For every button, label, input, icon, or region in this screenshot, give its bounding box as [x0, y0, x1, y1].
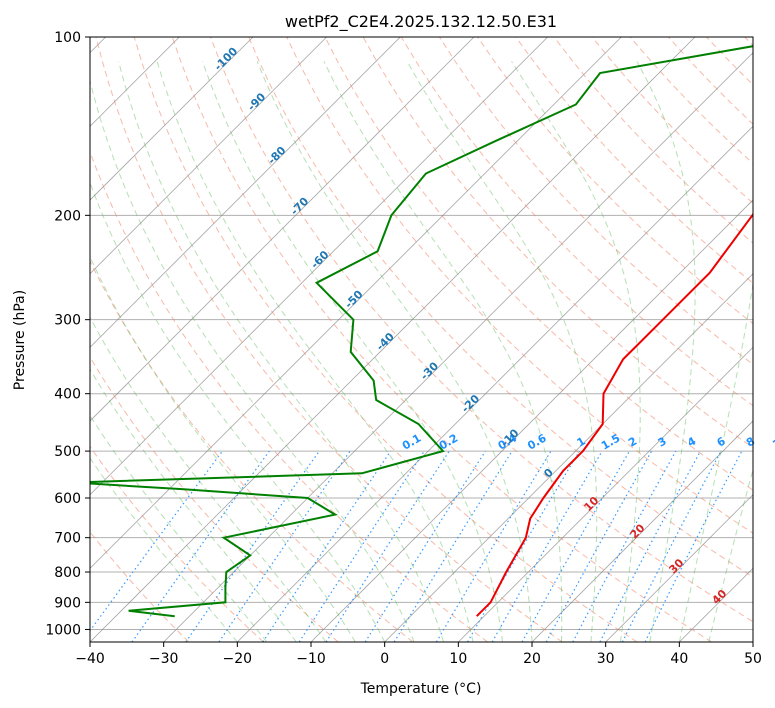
dry-adiabat	[90, 259, 414, 642]
dry-adiabat	[515, 37, 753, 284]
background-lines	[90, 37, 753, 642]
y-axis-ticks: 100 200 300 400 500 600 700 800 900 1000	[45, 30, 90, 638]
mixing-ratio-line	[218, 450, 351, 642]
mixing-ratio-line	[435, 450, 552, 642]
y-tick-label: 1000	[45, 622, 81, 638]
isotherm-line	[458, 346, 753, 642]
plot-frame	[89, 36, 754, 643]
x-tick-label: 40	[670, 651, 688, 667]
x-tick-label: 50	[744, 651, 762, 667]
isotherm-line	[90, 37, 327, 275]
dry-adiabat	[210, 37, 753, 623]
dry-adiabat	[171, 37, 712, 642]
x-tick-label: −10	[296, 651, 326, 667]
mixing-ratio-line	[262, 450, 392, 642]
moist-adiabat	[90, 414, 268, 642]
moist-adiabat	[118, 61, 445, 642]
moist-adiabat	[90, 457, 238, 642]
mixing-ratio-line	[325, 450, 450, 642]
x-tick-label: −30	[149, 651, 179, 667]
y-tick-label: 400	[54, 387, 81, 403]
y-tick-label: 700	[54, 531, 81, 547]
moist-adiabat	[90, 78, 415, 642]
isotherm-line	[237, 125, 753, 642]
moist-adiabat	[90, 368, 297, 642]
profiles	[90, 45, 753, 618]
y-tick-label: 600	[54, 491, 81, 507]
moist-adiabat	[708, 467, 753, 642]
x-axis-label: Temperature (°C)	[360, 681, 482, 697]
x-tick-label: 30	[597, 651, 615, 667]
mixing-ratio-line	[185, 450, 320, 642]
moist-adiabat	[90, 316, 327, 642]
x-tick-label: 10	[449, 651, 467, 667]
isotherm-line	[531, 420, 753, 642]
isotherm-line	[90, 37, 548, 496]
dry-adiabat	[95, 37, 563, 642]
isotherm-line	[90, 37, 254, 201]
y-tick-label: 100	[54, 30, 81, 46]
temperature-profile	[475, 212, 753, 617]
x-tick-label: 20	[523, 651, 541, 667]
y-tick-label: 900	[54, 595, 81, 611]
dry-adiabat	[286, 37, 753, 534]
dry-adiabat	[133, 37, 638, 642]
dry-adiabat	[324, 37, 753, 491]
mixing-ratio-line	[599, 450, 702, 642]
mixing-ratio-line	[393, 450, 513, 642]
dry-adiabat	[90, 445, 264, 642]
mixing-ratio-line	[466, 450, 580, 642]
isotherm-line	[90, 37, 696, 642]
moist-adiabat	[636, 61, 696, 642]
mixing-ratio-line	[572, 450, 677, 642]
mixing-ratio-label: 10	[770, 432, 775, 451]
moist-adiabat	[256, 61, 533, 642]
x-tick-label: 0	[380, 651, 389, 667]
isotherm-line	[605, 494, 753, 642]
moist-adiabat	[156, 61, 474, 642]
moist-adiabat	[90, 255, 356, 642]
x-tick-label: −20	[223, 651, 253, 667]
x-tick-label: −40	[75, 651, 105, 667]
y-tick-label: 200	[54, 208, 81, 224]
moist-adiabat	[406, 61, 598, 642]
y-tick-label: 500	[54, 444, 81, 460]
y-tick-label: 300	[54, 313, 81, 329]
isotherm-line	[163, 52, 753, 642]
y-tick-label: 800	[54, 565, 81, 581]
y-axis-label: Pressure (hPa)	[12, 290, 28, 390]
isotherm-line	[90, 37, 475, 422]
mixing-ratio-line	[298, 450, 425, 642]
isotherm-line	[90, 37, 622, 569]
mixing-ratio-line	[364, 450, 486, 642]
isotherm-line	[384, 273, 753, 642]
dry-adiabat	[248, 37, 753, 578]
isotherm-line	[90, 37, 401, 348]
moist-adiabat	[323, 61, 563, 642]
moist-adiabat	[678, 280, 753, 642]
moist-adiabat	[90, 181, 386, 642]
x-axis-ticks: −40 −30 −20 −10 0 10 20 30 40 50	[75, 642, 762, 667]
moist-adiabat	[511, 61, 641, 642]
chart-title: wetPf2_C2E4.2025.132.12.50.E31	[285, 12, 557, 32]
dewpoint-profile	[90, 45, 753, 618]
